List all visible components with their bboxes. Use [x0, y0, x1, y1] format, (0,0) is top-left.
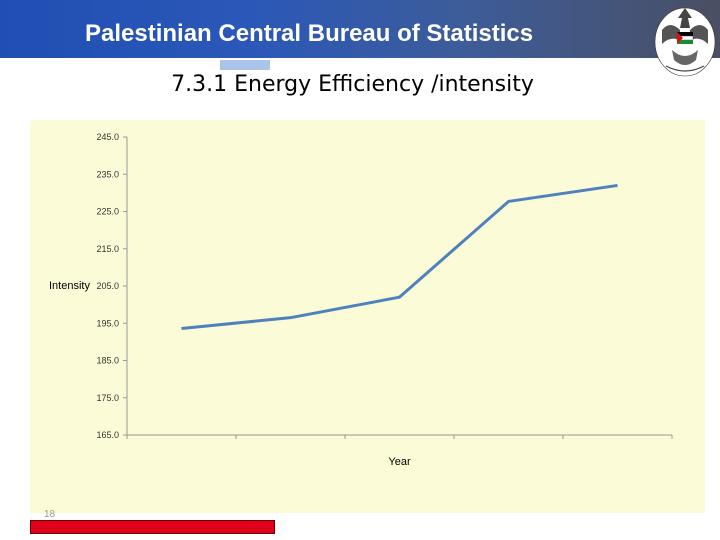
header-bar: Palestinian Central Bureau of Statistics — [0, 0, 720, 58]
y-axis-title: Intensity — [49, 280, 90, 292]
chart-area: 245.0 235.0 225.0 215.0 205.0 195.0 185.0 175.0… — [30, 120, 705, 513]
y-tick-label: 245.0 — [96, 132, 119, 142]
line-chart: 245.0 235.0 225.0 215.0 205.0 195.0 185.0 175.0… — [49, 132, 673, 468]
palestine-emblem-icon — [654, 7, 716, 77]
y-tick-label: 165.0 — [96, 430, 119, 440]
x-axis-title: Year — [388, 456, 411, 468]
y-tick-label: 225.0 — [96, 207, 119, 217]
y-tick-label: 175.0 — [96, 393, 119, 403]
header-title: Palestinian Central Bureau of Statistics — [85, 20, 534, 47]
y-tick-label: 195.0 — [96, 318, 119, 328]
y-tick-label: 185.0 — [96, 356, 119, 366]
decorative-blue-bar — [220, 60, 270, 70]
y-tick-label: 205.0 — [96, 281, 119, 291]
decorative-red-bar — [30, 520, 275, 534]
slide-title: 7.3.1 Energy Efficiency /intensity — [171, 72, 534, 97]
slide-number: 18 — [44, 509, 56, 520]
series-line — [181, 183, 618, 330]
y-tick-label: 235.0 — [96, 169, 119, 179]
y-tick-label: 215.0 — [96, 244, 119, 254]
